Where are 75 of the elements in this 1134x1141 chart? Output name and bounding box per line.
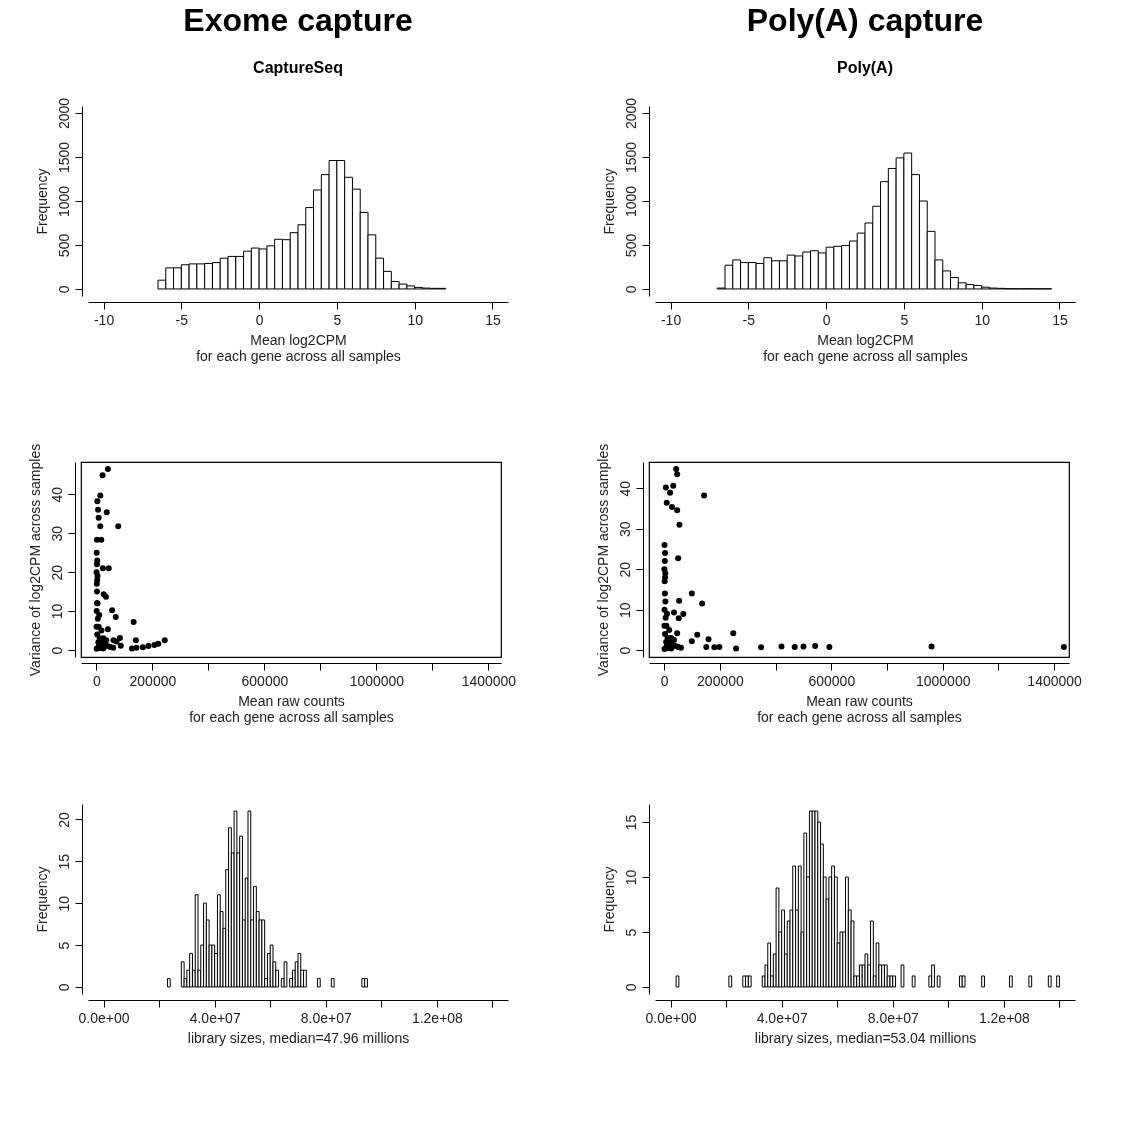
y-tick-label: 15 [55, 853, 72, 870]
x-axis-title: library sizes, median=53.04 millions [754, 1029, 976, 1046]
y-tick-label: 10 [55, 895, 72, 912]
y-tick-label: 10 [616, 602, 632, 618]
y-axis-title: Frequency [600, 866, 616, 933]
x-axis-title: Mean log2CPM for each gene across all samples [762, 331, 968, 364]
y-tick-label: 1500 [622, 141, 638, 174]
y-tick-label: 15 [622, 814, 638, 831]
x-axis-title: Mean raw counts for each gene across all samples [756, 692, 962, 725]
y-tick-label: 40 [616, 480, 632, 497]
y-tick-label: 0 [616, 646, 632, 655]
x-tick-label: -5 [742, 311, 755, 328]
x-tick-label: 0.0e+00 [645, 1009, 697, 1026]
y-tick-label: 2000 [55, 97, 71, 130]
y-axis-title: Variance of log2CPM across samples [26, 443, 42, 677]
y-tick-label: 1500 [55, 141, 71, 174]
y-tick-label: 0 [622, 285, 638, 294]
x-tick-label: -5 [175, 311, 188, 328]
x-tick-label: 4.0e+07 [189, 1009, 241, 1026]
y-tick-label: 30 [616, 521, 632, 538]
y-tick-label: 5 [55, 941, 72, 950]
x-tick-label: 5 [899, 311, 908, 328]
x-tick-label: 200000 [696, 672, 744, 689]
x-tick-label: 8.0e+07 [867, 1009, 919, 1026]
x-tick-label: 4.0e+07 [756, 1009, 808, 1026]
chart-subtitle: Poly(A) [836, 59, 893, 77]
y-tick-label: 10 [48, 603, 64, 620]
y-tick-label: 1000 [55, 185, 71, 218]
y-tick-label: 40 [48, 486, 64, 503]
x-tick-label: 600000 [241, 672, 288, 689]
y-tick-label: 1000 [622, 185, 638, 218]
y-tick-label: 0 [55, 285, 71, 294]
chart-title: Poly(A) capture [746, 2, 983, 39]
x-axis-title: library sizes, median=47.96 millions [187, 1029, 410, 1046]
x-tick-label: 1400000 [461, 672, 516, 689]
x-tick-label: 1.2e+08 [978, 1009, 1030, 1026]
x-tick-label: -10 [660, 311, 681, 328]
x-tick-label: 200000 [129, 672, 176, 689]
y-tick-label: 500 [55, 233, 71, 258]
x-tick-label: -10 [93, 311, 114, 328]
y-tick-label: 0 [48, 646, 64, 655]
y-tick-label: 2000 [622, 97, 638, 130]
y-tick-label: 20 [55, 811, 72, 828]
x-tick-label: 15 [1051, 311, 1068, 328]
x-tick-label: 10 [973, 311, 990, 328]
y-axis-title: Variance of log2CPM across samples [594, 443, 610, 677]
y-tick-label: 10 [622, 869, 638, 886]
y-tick-label: 500 [622, 233, 638, 258]
y-axis-title: Frequency [600, 168, 616, 235]
x-tick-label: 0.0e+00 [78, 1009, 130, 1026]
y-tick-label: 5 [622, 928, 638, 937]
y-axis-title: Frequency [33, 168, 49, 235]
y-tick-label: 20 [616, 561, 632, 578]
chart-subtitle: CaptureSeq [252, 59, 343, 77]
x-tick-label: 5 [332, 311, 341, 328]
x-tick-label: 10 [406, 311, 423, 328]
y-tick-label: 0 [622, 983, 638, 992]
x-tick-label: 0 [92, 672, 101, 689]
x-tick-label: 600000 [807, 672, 855, 689]
y-tick-label: 30 [48, 525, 64, 542]
x-axis-title: Mean log2CPM for each gene across all samples [195, 331, 401, 364]
y-tick-label: 0 [55, 983, 72, 992]
y-tick-label: 20 [48, 564, 64, 581]
chart-title: Exome capture [182, 2, 413, 39]
x-tick-label: 1.2e+08 [411, 1009, 464, 1026]
x-tick-label: 0 [255, 311, 264, 328]
x-tick-label: 15 [484, 311, 501, 328]
y-axis-title: Frequency [33, 866, 50, 933]
x-tick-label: 1000000 [915, 672, 971, 689]
x-tick-label: 0 [660, 672, 669, 689]
x-axis-title: Mean raw counts for each gene across all samples [188, 692, 394, 725]
x-tick-label: 1400000 [1026, 672, 1082, 689]
x-tick-label: 1000000 [349, 672, 404, 689]
x-tick-label: 8.0e+07 [300, 1009, 352, 1026]
x-tick-label: 0 [822, 311, 831, 328]
